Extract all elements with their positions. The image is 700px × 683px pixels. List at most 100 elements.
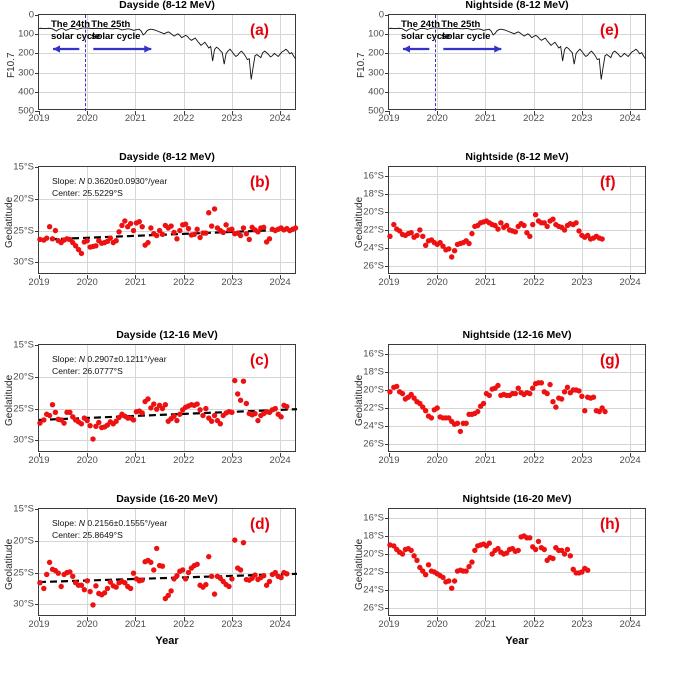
data-point bbox=[425, 562, 432, 568]
gridline-horizontal bbox=[39, 53, 295, 55]
panel-title-g: Nightside (12-16 MeV) bbox=[462, 329, 572, 341]
y-tick-mark bbox=[385, 554, 389, 555]
gridline-horizontal bbox=[39, 72, 295, 74]
cycle-arrows-layer bbox=[403, 45, 502, 53]
panel-title-c: Dayside (12-16 MeV) bbox=[116, 329, 218, 341]
gridline-vertical bbox=[231, 345, 233, 451]
data-point bbox=[52, 409, 59, 416]
panel-title-b: Dayside (8-12 MeV) bbox=[119, 151, 215, 163]
x-tick-mark bbox=[183, 275, 185, 279]
cycle-24-line2: solar cycle bbox=[401, 31, 451, 42]
gridline-vertical bbox=[533, 15, 535, 109]
x-tick-mark bbox=[630, 275, 632, 279]
y-tick-mark bbox=[35, 509, 39, 510]
data-point bbox=[78, 582, 85, 588]
data-point bbox=[527, 233, 533, 239]
data-point bbox=[272, 569, 278, 576]
x-tick-label: 2019 bbox=[378, 113, 400, 124]
data-point bbox=[420, 568, 426, 574]
x-tick-mark bbox=[437, 617, 439, 621]
gridline-horizontal bbox=[389, 248, 645, 249]
data-point bbox=[182, 221, 189, 227]
data-point bbox=[266, 578, 273, 585]
gridline-vertical bbox=[485, 345, 487, 451]
data-point bbox=[547, 381, 553, 388]
data-point bbox=[411, 553, 417, 559]
data-point bbox=[107, 235, 114, 241]
x-tick-label: 2021 bbox=[124, 277, 147, 288]
x-tick-label: 2019 bbox=[378, 619, 400, 630]
data-point bbox=[96, 419, 102, 426]
data-point bbox=[44, 235, 50, 241]
data-point bbox=[75, 246, 82, 253]
data-point bbox=[159, 563, 166, 569]
data-point bbox=[37, 579, 43, 586]
cycle-25-line2: solar cycle bbox=[441, 31, 491, 42]
data-point bbox=[579, 569, 585, 575]
data-point bbox=[541, 220, 547, 226]
gridline-vertical bbox=[87, 15, 89, 109]
data-point bbox=[119, 222, 125, 229]
y-tick-label: 30°S bbox=[13, 598, 34, 610]
y-tick-label: 500 bbox=[18, 105, 34, 117]
data-point bbox=[422, 572, 429, 578]
data-point bbox=[489, 551, 495, 557]
gridline-horizontal bbox=[39, 262, 295, 264]
data-point bbox=[596, 408, 602, 415]
y-tick-label: 15°S bbox=[13, 339, 34, 351]
data-point bbox=[208, 418, 215, 424]
data-point bbox=[101, 590, 108, 596]
data-layer-c bbox=[37, 377, 298, 442]
x-axis-label-d: Year bbox=[155, 635, 179, 647]
gridline-horizontal bbox=[39, 198, 295, 200]
data-point bbox=[145, 239, 151, 246]
data-point bbox=[84, 237, 90, 244]
data-point bbox=[208, 573, 215, 580]
data-point bbox=[417, 400, 423, 407]
y-tick-mark bbox=[35, 572, 39, 574]
data-point bbox=[255, 229, 261, 235]
data-point bbox=[171, 413, 177, 419]
y-tick-mark bbox=[385, 536, 389, 537]
data-point bbox=[252, 410, 258, 417]
gridline-horizontal bbox=[389, 194, 645, 195]
plot-area-b: 2019 2020 2021 2022 2023 2024 15°S 20°S 25°S 30°S bbox=[13, 162, 299, 288]
gridline-horizontal bbox=[389, 266, 645, 267]
data-point bbox=[217, 421, 224, 427]
data-point bbox=[584, 567, 591, 573]
cycle-25-line1: The 25th bbox=[441, 19, 481, 30]
y-tick-mark bbox=[35, 111, 39, 112]
gridline-vertical bbox=[183, 167, 185, 273]
y-tick-label: 26°S bbox=[363, 260, 384, 272]
data-point bbox=[579, 393, 585, 399]
data-point bbox=[420, 404, 426, 410]
y-tick-mark bbox=[385, 266, 389, 267]
data-point bbox=[480, 400, 487, 407]
data-point bbox=[512, 229, 519, 235]
data-point bbox=[81, 586, 88, 593]
y-tick-label: 24°S bbox=[363, 420, 384, 432]
data-point bbox=[535, 538, 542, 545]
y-tick-mark bbox=[385, 53, 389, 55]
panel-label-d: (d) bbox=[250, 516, 270, 533]
data-point bbox=[44, 571, 50, 578]
x-tick-mark bbox=[280, 617, 282, 621]
data-point bbox=[564, 546, 571, 553]
gridline-vertical bbox=[630, 167, 632, 273]
x-tick-mark bbox=[39, 617, 40, 621]
gridline-vertical bbox=[533, 345, 535, 451]
data-point bbox=[532, 212, 539, 218]
data-point bbox=[191, 231, 197, 238]
data-point bbox=[90, 602, 96, 608]
x-tick-mark bbox=[87, 275, 89, 279]
data-point bbox=[211, 206, 218, 212]
x-tick-mark bbox=[280, 111, 282, 115]
panel-label-a: (a) bbox=[250, 22, 269, 39]
stats-annotation-c: Slope: N 0.2907±0.1211°/year Center: 26.0… bbox=[52, 354, 167, 377]
plot-area-c: 2019 2020 2021 2022 2023 2024 15°S 20°S 25°S 30°S bbox=[13, 340, 298, 466]
